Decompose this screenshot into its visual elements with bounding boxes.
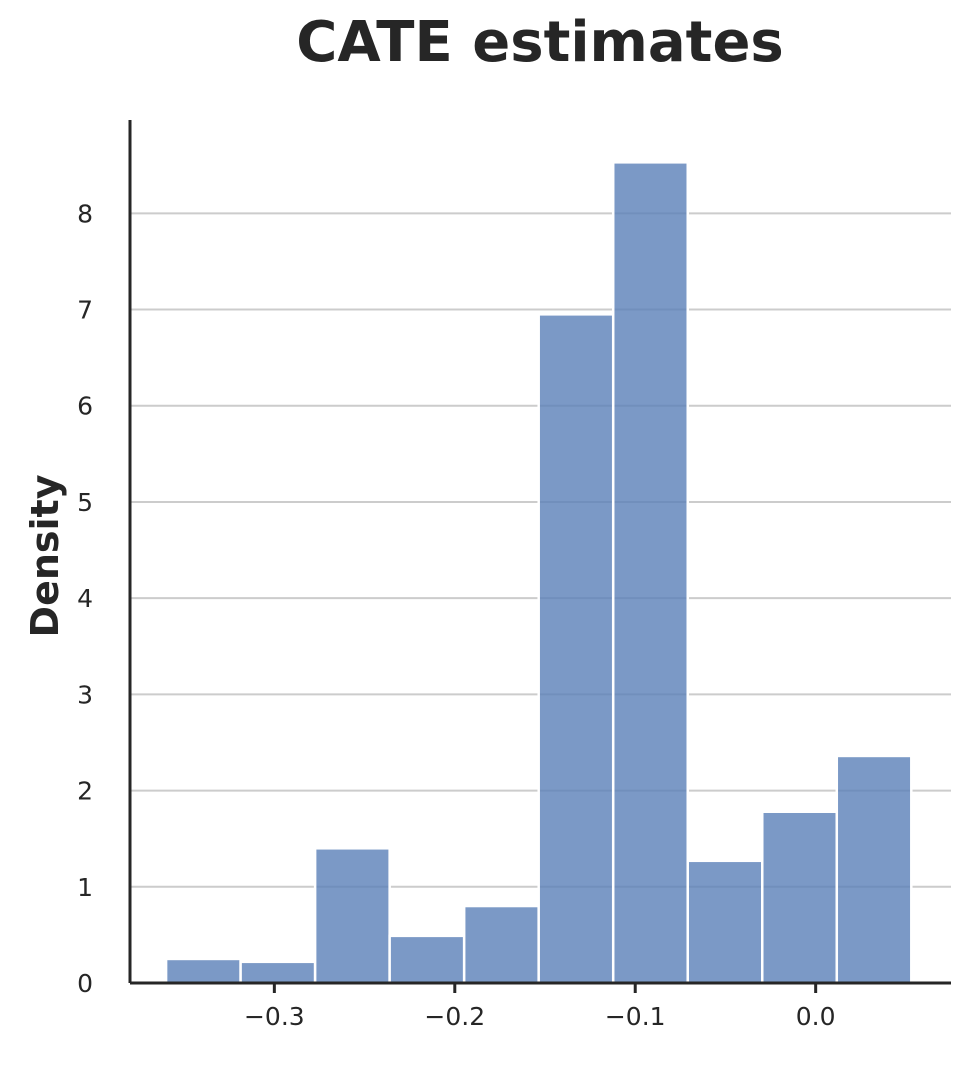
x-tick-label: −0.1 [605, 1002, 666, 1031]
x-tick-label: −0.2 [424, 1002, 485, 1031]
y-tick-label: 7 [77, 296, 93, 325]
chart-title: CATE estimates [296, 10, 784, 75]
x-axis-ticks: −0.3 −0.2 −0.1 0.0 [244, 983, 836, 1031]
x-tick-label: 0.0 [796, 1002, 836, 1031]
histogram-bar [164, 957, 242, 985]
y-tick-label: 4 [77, 584, 93, 613]
y-tick-label: 3 [77, 680, 93, 709]
histogram-bar [313, 847, 391, 985]
x-tick-label: −0.3 [244, 1002, 305, 1031]
y-axis-ticks: 0 1 2 3 4 5 6 7 8 [77, 199, 93, 998]
y-tick-label: 0 [77, 969, 93, 998]
histogram-bar [686, 859, 764, 985]
histogram-bar [835, 754, 913, 985]
histogram-bar [761, 810, 839, 985]
histogram-bar [239, 960, 317, 985]
y-tick-label: 5 [77, 488, 93, 517]
histogram-bar [611, 161, 689, 985]
y-tick-label: 1 [77, 873, 93, 902]
histogram-bar [462, 904, 540, 985]
histogram-bar [388, 934, 466, 985]
y-tick-label: 6 [77, 392, 93, 421]
histogram-bar [537, 313, 615, 985]
histogram-bars [164, 161, 913, 985]
axes [128, 120, 951, 985]
y-tick-label: 8 [77, 199, 93, 228]
y-tick-label: 2 [77, 777, 93, 806]
y-axis-label: Density [23, 474, 67, 637]
